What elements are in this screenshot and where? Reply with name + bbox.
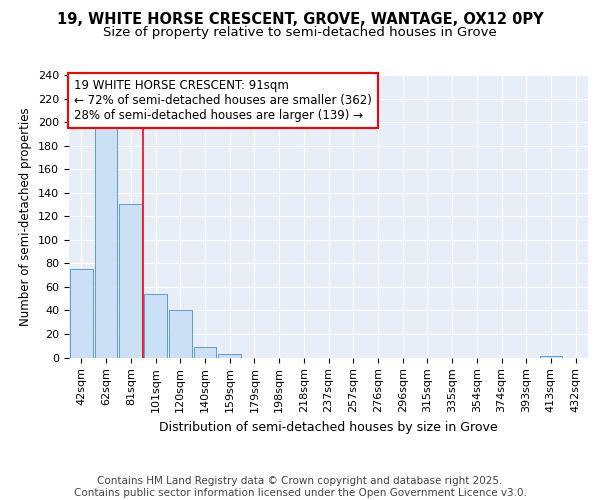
Bar: [194, 347, 216, 358]
Bar: [144, 294, 167, 358]
Bar: [169, 310, 191, 358]
Text: 19 WHITE HORSE CRESCENT: 91sqm
← 72% of semi-detached houses are smaller (362)
2: 19 WHITE HORSE CRESCENT: 91sqm ← 72% of …: [74, 79, 372, 122]
Bar: [539, 356, 562, 358]
Text: 19, WHITE HORSE CRESCENT, GROVE, WANTAGE, OX12 0PY: 19, WHITE HORSE CRESCENT, GROVE, WANTAGE…: [56, 12, 544, 28]
Bar: [218, 354, 241, 358]
Text: Contains HM Land Registry data © Crown copyright and database right 2025.
Contai: Contains HM Land Registry data © Crown c…: [74, 476, 526, 498]
Y-axis label: Number of semi-detached properties: Number of semi-detached properties: [19, 107, 32, 326]
Bar: [119, 204, 142, 358]
Bar: [70, 269, 93, 358]
X-axis label: Distribution of semi-detached houses by size in Grove: Distribution of semi-detached houses by …: [159, 420, 498, 434]
Bar: [95, 122, 118, 358]
Text: Size of property relative to semi-detached houses in Grove: Size of property relative to semi-detach…: [103, 26, 497, 39]
